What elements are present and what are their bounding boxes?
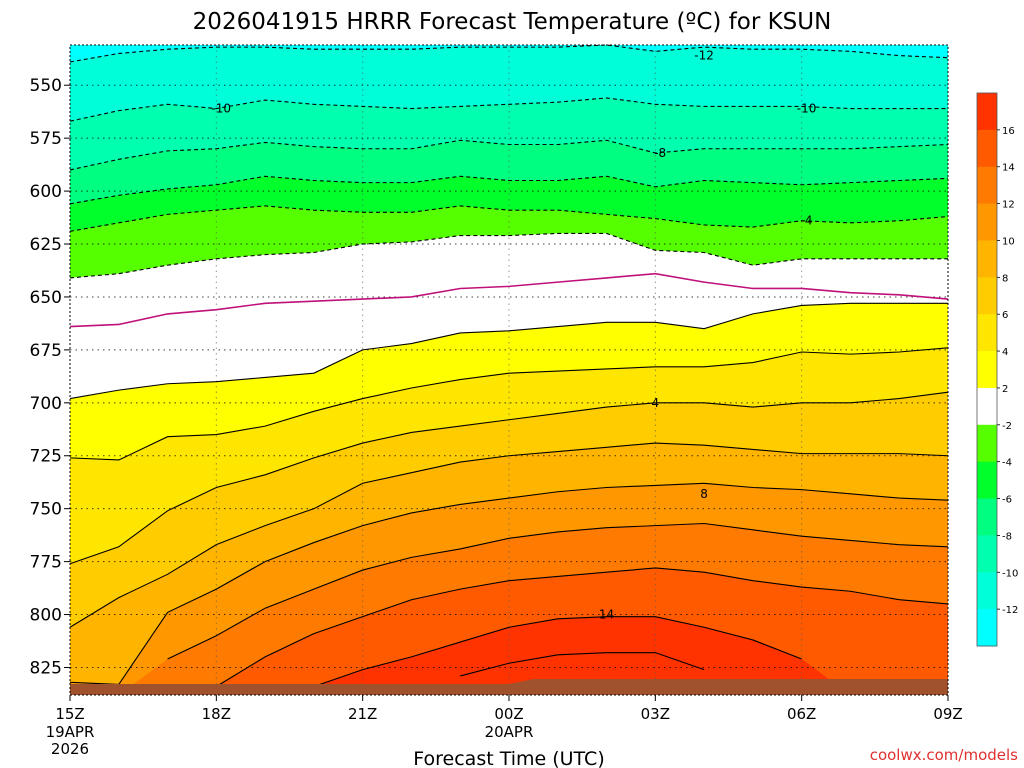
contour-label-3: -8 [654,146,666,160]
isotherm-16 [313,616,802,688]
colorbar-border [976,92,998,647]
x-axis-label: Forecast Time (UTC) [413,748,604,768]
y-tick-label-700: 700 [30,394,62,414]
colorbar-swatch-10 [977,461,997,500]
surface-terrain [70,679,948,695]
colorbar-swatch-13 [977,572,997,610]
colorbar-label-8: -2 [1002,421,1012,432]
colorbar-label-10: -6 [1002,495,1012,506]
y-tick-label-775: 775 [30,553,62,573]
colorbar-swatch-12 [977,535,997,573]
colorbar-swatch-7 [977,351,997,389]
colorbar-label-7: 2 [1002,384,1008,395]
colorbar-label-5: 6 [1002,310,1008,321]
x-tick-label-09Z: 09Z [933,705,962,723]
x-tick-label-15Z: 15Z [55,705,84,723]
surface-ground [70,679,948,695]
colorbar-label-4: 8 [1002,273,1008,284]
colorbar-label-2: 12 [1002,200,1015,211]
isotherm-2 [69,302,948,400]
y-tick-label-600: 600 [30,182,62,202]
colorbar-label-13: -12 [1002,605,1018,616]
x-tick-sub-20APR: 20APR [485,723,534,741]
isotherm-6 [69,391,949,565]
y-axis: 550 575 600 625 650 675 700 725 750 775 800 825 [30,76,70,678]
colorbar-swatch-6 [977,314,997,352]
colorbar-label-1: 14 [1002,163,1015,174]
colorbar-label-6: 4 [1002,347,1008,358]
isotherm-10 [69,482,949,685]
isotherm--2 [69,232,948,279]
isotherm--10 [69,97,948,122]
colorbar-swatch-14 [977,609,997,647]
isotherm-0 [69,272,949,328]
contour-label-2: -10 [797,102,817,116]
isotherm-8 [69,442,949,628]
x-tick-label-18Z: 18Z [202,705,231,723]
colorbar-swatch-4 [977,240,997,278]
x-tick-label-00Z: 00Z [494,705,523,723]
y-tick-label-825: 825 [30,658,62,678]
site-credit: coolwx.com/models [870,746,1018,764]
x-tick-label-21Z: 21Z [348,705,377,723]
contour-labels: -12 -10 -10 -8 -4 4 8 14 [211,49,817,622]
y-tick-label-575: 575 [30,129,62,149]
colorbar-swatch-11 [977,498,997,536]
isotherm-contours [69,44,949,688]
colorbar-label-12: -10 [1002,568,1018,579]
y-tick-label-550: 550 [30,76,62,96]
colorbar-swatch-1 [977,129,997,168]
y-tick-label-675: 675 [30,341,62,361]
x-tick-label-06Z: 06Z [787,705,816,723]
y-tick-label-800: 800 [30,606,62,626]
y-tick-label-650: 650 [30,288,62,308]
x-tick-sub-2026: 2026 [51,740,89,758]
chart-title: 2026041915 HRRR Forecast Temperature (ºC… [193,9,832,35]
isotherm--8 [69,139,949,171]
colorbar-swatch-5 [977,277,997,315]
colorbar-label-0: 16 [1002,126,1015,137]
y-tick-label-725: 725 [30,447,62,467]
colorbar-swatch-9 [977,424,997,463]
colorbar-swatch-2 [977,166,997,205]
contour-label-4: -4 [801,214,813,228]
colorbar-swatch-8 [977,387,997,426]
isotherm-12 [167,522,949,660]
colorbar-swatch-0 [977,93,997,131]
isotherm--4 [69,205,949,232]
contour-label-5: 4 [652,396,660,410]
isotherm-18 [460,652,705,677]
colorbar-label-3: 10 [1002,236,1015,247]
colorbar-label-11: -8 [1002,531,1012,542]
y-tick-label-625: 625 [30,235,62,255]
contour-label-1: -10 [211,102,231,116]
colorbar-swatch-3 [977,203,997,241]
isotherm-4 [69,347,949,461]
isotherm--12 [69,44,949,63]
contour-label-7: 14 [599,608,614,622]
x-tick-sub-19APR: 19APR [46,723,95,741]
colorbar-label-9: -4 [1002,458,1012,469]
x-tick-label-03Z: 03Z [641,705,670,723]
isotherm--6 [69,175,949,205]
y-tick-label-750: 750 [30,500,62,520]
contour-label-6: 8 [700,487,708,501]
contour-label-0: -12 [694,49,714,63]
isotherm-14 [216,567,949,688]
temperature-fill-bands [70,45,948,696]
colorbar: 16 14 12 10 8 6 4 2 -2 -4 -6 -8 -10 -12 [976,92,1018,647]
